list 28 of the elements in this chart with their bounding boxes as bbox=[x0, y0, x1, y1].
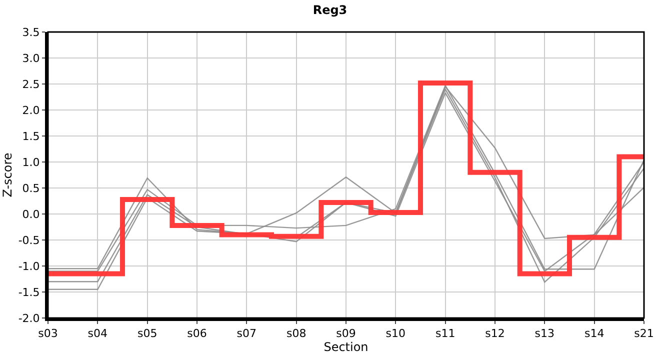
x-tick-label: s08 bbox=[286, 327, 306, 340]
y-tick-label: 1.5 bbox=[22, 130, 40, 143]
y-tick-label: 1.0 bbox=[22, 156, 40, 169]
x-axis-title: Section bbox=[324, 340, 368, 354]
x-tick-label: s04 bbox=[88, 327, 108, 340]
y-tick-label: -1.0 bbox=[18, 260, 40, 273]
x-tick-label: s10 bbox=[386, 327, 406, 340]
x-tick-label: s13 bbox=[534, 327, 555, 340]
x-tick-label: s03 bbox=[38, 327, 58, 340]
x-tick-label: s05 bbox=[137, 327, 158, 340]
y-tick-label: -0.5 bbox=[18, 234, 40, 247]
x-tick-label: s07 bbox=[236, 327, 257, 340]
x-tick-label: s21 bbox=[634, 327, 654, 340]
y-tick-label: 0.5 bbox=[22, 182, 40, 195]
y-tick-label: 0.0 bbox=[22, 208, 40, 221]
x-tick-label: s06 bbox=[187, 327, 207, 340]
y-axis-title: Z-score bbox=[0, 152, 15, 198]
y-tick-label: 3.0 bbox=[22, 52, 40, 65]
x-tick-label: s11 bbox=[435, 327, 456, 340]
y-tick-label: 2.5 bbox=[22, 78, 40, 91]
x-tick-label: s14 bbox=[584, 327, 604, 340]
chart-title: Reg3 bbox=[312, 2, 348, 17]
y-tick-label: -2.0 bbox=[18, 312, 40, 325]
y-tick-label: 3.5 bbox=[22, 26, 40, 39]
y-tick-label: 2.0 bbox=[22, 104, 40, 117]
x-tick-label: s12 bbox=[485, 327, 505, 340]
y-tick-label: -1.5 bbox=[18, 286, 40, 299]
x-tick-label: s09 bbox=[336, 327, 356, 340]
